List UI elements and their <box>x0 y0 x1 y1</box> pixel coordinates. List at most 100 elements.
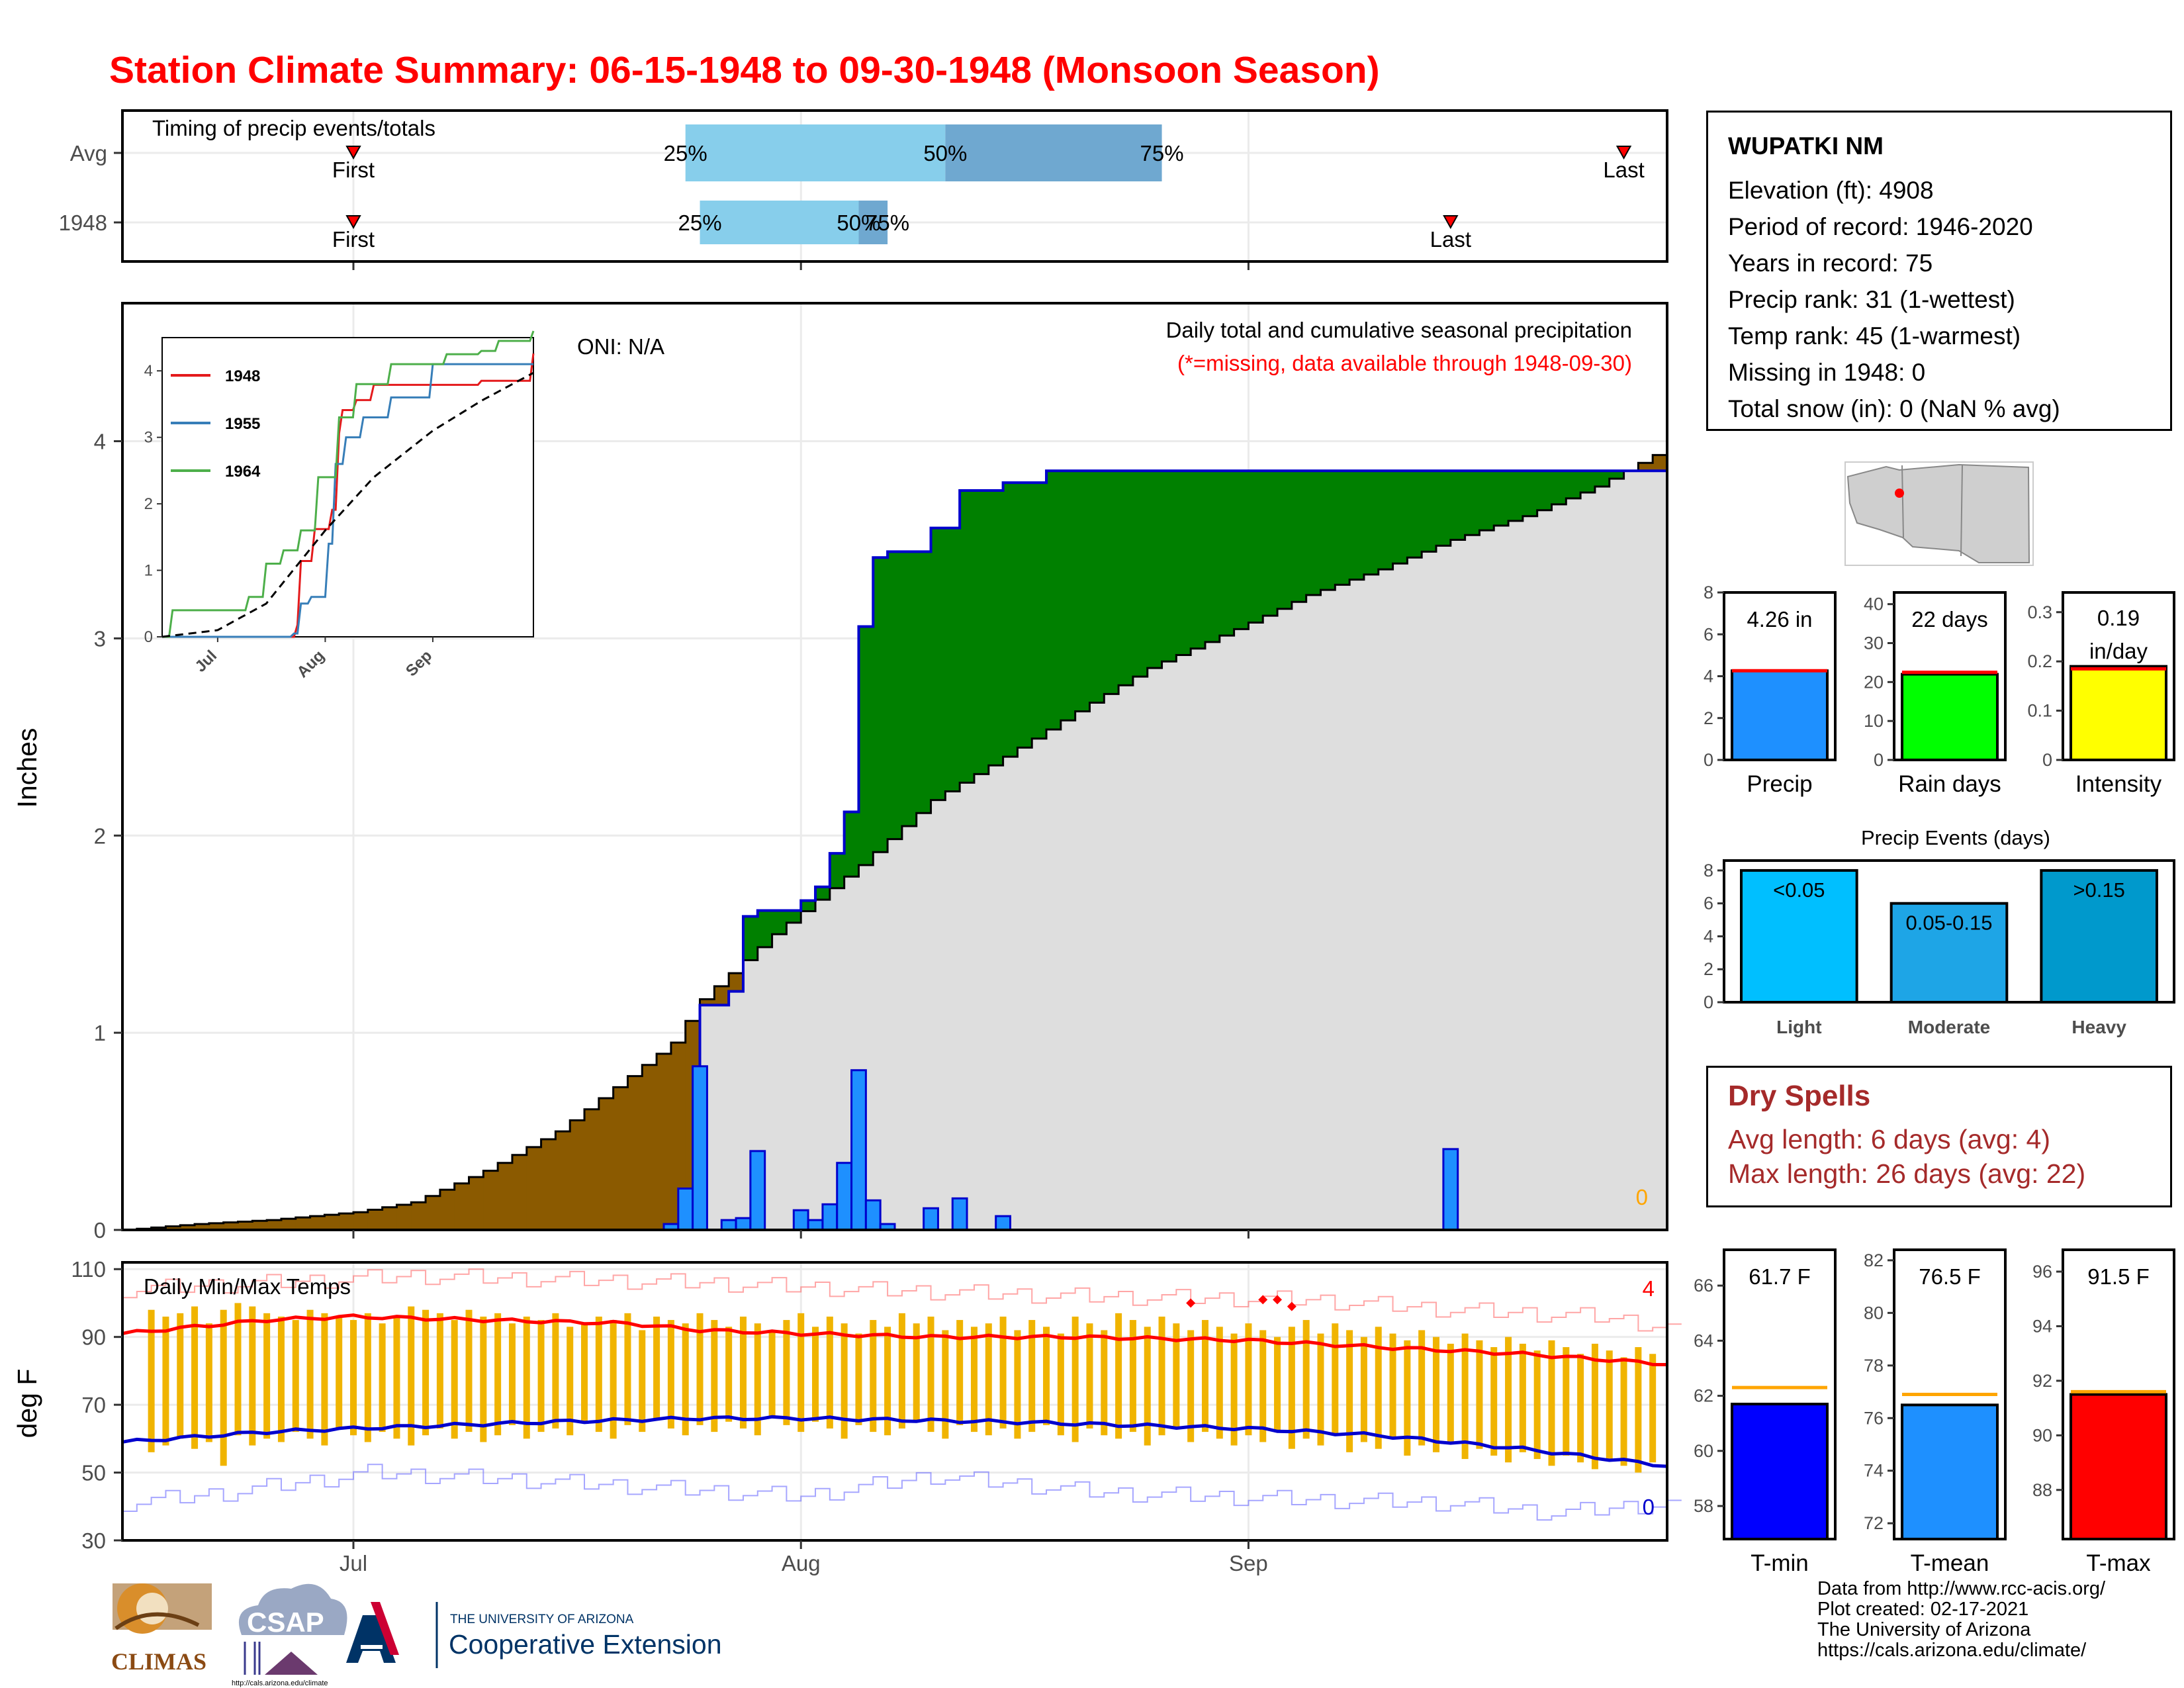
record-high-marker <box>1258 1295 1268 1305</box>
precip-surplus-segment <box>1508 471 1524 521</box>
timing-last-label: Last <box>1603 158 1644 182</box>
precip-surplus-segment <box>901 551 917 826</box>
daily-temp-range-bar <box>884 1327 891 1436</box>
daily-temp-range-bar <box>754 1323 761 1436</box>
daily-temp-range-bar <box>465 1309 473 1432</box>
record-high-marker <box>1287 1301 1297 1311</box>
climas-wordmark: CLIMAS <box>111 1648 206 1675</box>
precip-surplus-segment <box>1435 471 1451 546</box>
inset-frame <box>161 337 534 637</box>
daily-temp-range-bar <box>1216 1327 1223 1439</box>
mini-y-tick-label: 92 <box>2032 1371 2052 1391</box>
daily-temp-range-bar <box>841 1323 848 1439</box>
precip-y-label: Inches <box>12 728 42 808</box>
daily-precip-bar <box>951 1197 968 1231</box>
daily-temp-range-bar <box>1057 1333 1064 1436</box>
precip-surplus-segment <box>1320 471 1336 590</box>
daily-temp-range-bar <box>234 1303 242 1436</box>
mini-category-label: T-min <box>1751 1550 1809 1576</box>
daily-temp-range-bar <box>1101 1330 1108 1436</box>
temp-y-label: deg F <box>12 1369 42 1438</box>
precip-deficit-segment <box>411 1202 426 1230</box>
precip-surplus-segment <box>1032 483 1047 739</box>
daily-temp-range-bar <box>1533 1350 1541 1460</box>
mini-y-tick-label: 90 <box>2032 1425 2052 1445</box>
precip-surplus-segment <box>1046 471 1062 729</box>
mini-y-tick-label: 80 <box>1864 1303 1884 1323</box>
daily-temp-range-bar <box>1563 1347 1570 1456</box>
daily-temp-range-bar <box>220 1309 227 1466</box>
daily-temp-range-bar <box>1288 1327 1295 1449</box>
inset-y-tick-label: 3 <box>144 429 153 447</box>
mini-chart-t-max: 88 90 92 94 96 91.5 F T-max <box>2032 1248 2175 1576</box>
daily-temp-range-bar <box>162 1316 169 1446</box>
precip-deficit-segment <box>700 999 715 1006</box>
events-bar-heavy <box>2040 868 2158 1004</box>
daily-temp-range-bar <box>494 1313 502 1436</box>
inset-series-1955 <box>162 363 533 638</box>
mini-y-tick-label: 88 <box>2032 1480 2052 1500</box>
precip-deficit-segment <box>670 1043 686 1230</box>
x-tick-label: Sep <box>1229 1551 1268 1575</box>
precip-deficit-segment <box>223 1222 239 1230</box>
precip-surplus-segment <box>1291 471 1307 602</box>
precip-deficit-segment <box>657 1053 672 1230</box>
mini-y-tick-label: 20 <box>1864 672 1884 692</box>
climas-logo: CLIMAS <box>111 1583 212 1675</box>
mini-bar <box>2070 1393 2167 1540</box>
precip-deficit-segment <box>310 1216 325 1230</box>
temp-y-tick-label: 90 <box>81 1325 106 1350</box>
daily-temp-range-bar <box>422 1309 430 1436</box>
daily-temp-range-bar <box>1418 1330 1426 1446</box>
mini-y-tick-label: 76 <box>1864 1408 1884 1428</box>
precip-surplus-segment <box>1580 471 1596 492</box>
precip-deficit-segment <box>295 1217 311 1230</box>
precip-subtitle-missing: (*=missing, data available through 1948-… <box>1177 351 1632 375</box>
daily-temp-range-bar <box>350 1320 357 1436</box>
precip-surplus-segment <box>1191 471 1206 649</box>
daily-temp-range-bar <box>508 1323 516 1425</box>
mini-chart-t-min: 58 60 62 64 66 61.7 F T-min <box>1694 1248 1837 1576</box>
daily-temp-range-bar <box>177 1313 184 1439</box>
mini-y-tick-label: 62 <box>1694 1386 1713 1406</box>
timing-first-label: First <box>332 158 375 182</box>
daily-temp-range-bar <box>1461 1333 1469 1460</box>
timing-p75-label: 75% <box>1140 141 1184 165</box>
precip-surplus-segment <box>1378 471 1394 570</box>
precip-deficit-segment <box>324 1215 340 1230</box>
precip-missing-count: 0 <box>1636 1185 1648 1209</box>
daily-precip-bar <box>836 1162 853 1231</box>
timing-bar-25-50 <box>700 201 859 244</box>
timing-row-label: 1948 <box>59 211 107 235</box>
daily-temp-range-bar <box>1476 1340 1483 1449</box>
daily-temp-range-bar <box>1389 1333 1396 1439</box>
station-precip-rank: Precip rank: 31 (1-wettest) <box>1728 286 2015 313</box>
precip-y-tick-label: 0 <box>94 1218 106 1243</box>
logo-strip: CLIMAS CSAP http://cals.arizona.edu/clim… <box>111 1583 722 1687</box>
precip-surplus-segment <box>1060 471 1076 721</box>
precip-deficit-segment <box>382 1207 397 1230</box>
mini-category-label: Rain days <box>1898 771 2001 797</box>
avg-cumulative-line <box>122 447 1668 1231</box>
station-years: Years in record: 75 <box>1728 250 1933 277</box>
events-y-tick-label: 6 <box>1704 894 1713 914</box>
precip-surplus-segment <box>815 886 831 900</box>
daily-temp-range-bar <box>1028 1320 1036 1432</box>
daily-temp-range-bar <box>1432 1336 1439 1452</box>
daily-precip-bar <box>807 1219 824 1231</box>
precip-surplus-segment <box>1551 471 1567 504</box>
dry-spells-title: Dry Spells <box>1728 1080 1871 1112</box>
precip-surplus-segment <box>1465 471 1480 536</box>
daily-temp-range-bar <box>610 1320 617 1439</box>
precip-deficit-segment <box>238 1221 253 1230</box>
mini-bar <box>2070 665 2167 762</box>
daily-temp-range-bar <box>1158 1316 1165 1436</box>
record-high-count: 4 <box>1643 1276 1655 1301</box>
mini-chart-rain-days: 0 10 20 30 40 22 days Rain days <box>1864 591 2007 797</box>
daily-precip-bar <box>692 1065 708 1231</box>
mini-y-tick-label: 82 <box>1864 1250 1884 1270</box>
station-snow: Total snow (in): 0 (NaN % avg) <box>1728 395 2060 422</box>
precip-events-title: Precip Events (days) <box>1861 826 2050 849</box>
